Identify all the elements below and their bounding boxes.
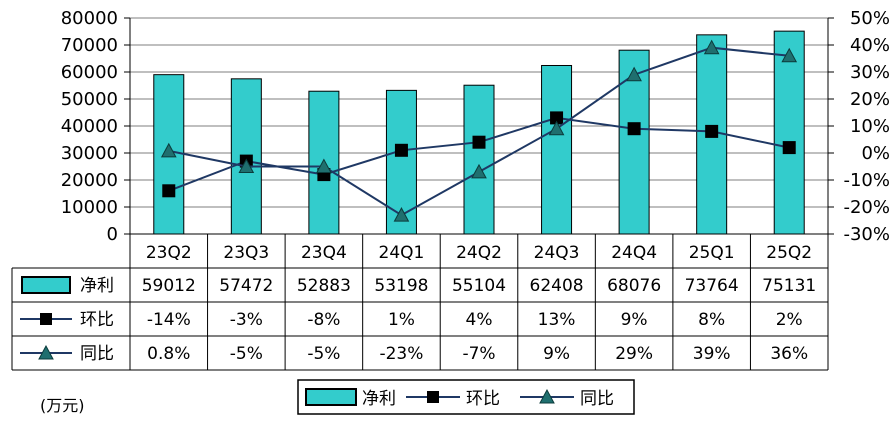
table-series-name: 净利 xyxy=(80,276,114,296)
legend-key-square xyxy=(427,391,439,403)
table-cell: 75131 xyxy=(762,276,816,296)
unit-label: (万元) xyxy=(40,396,85,415)
table-cell: 39% xyxy=(693,344,731,364)
y-right-tick-label: 30% xyxy=(850,62,890,83)
legend-label: 同比 xyxy=(580,389,614,409)
table-cell: 52883 xyxy=(297,276,351,296)
table-series-name: 环比 xyxy=(80,310,114,330)
legend-label: 环比 xyxy=(466,389,500,409)
y-right-tick-label: -20% xyxy=(843,197,890,218)
category-label: 25Q2 xyxy=(766,243,812,263)
marker-triangle-23Q2 xyxy=(160,142,177,158)
y-left-tick-label: 50000 xyxy=(61,89,118,110)
y-left-tick-label: 40000 xyxy=(61,116,118,137)
marker-triangle-24Q2 xyxy=(471,163,487,179)
table-cell: 57472 xyxy=(219,276,273,296)
y-left-tick-label: 20000 xyxy=(61,170,118,191)
y-right-tick-label: -30% xyxy=(843,224,890,245)
marker-triangle-23Q3 xyxy=(238,158,255,173)
table-cell: 13% xyxy=(538,310,576,330)
table-cell: -7% xyxy=(462,344,495,364)
marker-triangle-23Q4 xyxy=(316,158,332,173)
y-left-tick-label: 70000 xyxy=(61,35,118,56)
line-series xyxy=(160,39,798,222)
y-left-tick-label: 10000 xyxy=(61,197,118,218)
y-right-tick-label: 10% xyxy=(850,116,890,137)
table-key-bar xyxy=(21,276,71,294)
marker-square-24Q1 xyxy=(394,143,408,157)
y-right-tick-label: 20% xyxy=(850,89,890,110)
marker-square-23Q2 xyxy=(162,184,176,198)
table-cell: 9% xyxy=(621,310,648,330)
y-right-tick-label: 50% xyxy=(850,8,890,29)
table-key-triangle xyxy=(38,344,54,360)
y-right-tick-label: 40% xyxy=(850,35,890,56)
y-left-tick-label: 30000 xyxy=(61,143,118,164)
y-left-tick-label: 0 xyxy=(107,224,118,245)
table-cell: 29% xyxy=(615,344,653,364)
table-cell: 1% xyxy=(388,310,415,330)
y-left-tick-label: 60000 xyxy=(61,62,118,83)
table-cell: 36% xyxy=(770,344,808,364)
marker-square-25Q2 xyxy=(782,141,796,155)
table-cell: 53198 xyxy=(374,276,428,296)
marker-triangle-25Q1 xyxy=(703,39,720,55)
table-cell: -8% xyxy=(307,310,340,330)
bar-24Q3 xyxy=(541,64,573,235)
table-key-square xyxy=(40,313,52,325)
y-left-tick-label: 80000 xyxy=(61,8,118,29)
category-label: 23Q2 xyxy=(146,243,192,263)
table-cell: 0.8% xyxy=(147,344,190,364)
legend-key-bar xyxy=(305,388,357,406)
legend: 净利 环比 同比 xyxy=(297,379,635,415)
marker-triangle-24Q1 xyxy=(393,207,410,222)
legend-key-triangle xyxy=(539,388,555,404)
category-label: 25Q1 xyxy=(689,243,735,263)
category-label: 24Q4 xyxy=(611,243,657,263)
table-cell: 59012 xyxy=(142,276,196,296)
bar-24Q2 xyxy=(463,84,495,235)
marker-triangle-25Q2 xyxy=(781,47,798,63)
category-label: 23Q4 xyxy=(301,243,347,263)
category-label: 23Q3 xyxy=(223,243,269,263)
y-right-tick-label: -10% xyxy=(843,170,890,191)
category-label: 24Q2 xyxy=(456,243,502,263)
table-cell: 62408 xyxy=(530,276,584,296)
y-right-tick-label: 0% xyxy=(861,143,890,164)
table-cell: 68076 xyxy=(607,276,661,296)
category-label: 24Q3 xyxy=(534,243,580,263)
marker-square-25Q1 xyxy=(705,124,719,138)
table-cell: -23% xyxy=(379,344,423,364)
table-cell: 73764 xyxy=(685,276,739,296)
legend-label: 净利 xyxy=(362,389,396,409)
table-cell: 55104 xyxy=(452,276,506,296)
data-table: 23Q2 23Q3 23Q4 24Q1 24Q2 24Q3 24Q4 25Q1 25Q2 净利 59… xyxy=(11,233,829,371)
marker-square-24Q2 xyxy=(472,135,486,149)
marker-triangle-24Q3 xyxy=(548,120,565,136)
table-cell: 8% xyxy=(698,310,725,330)
table-cell: 4% xyxy=(466,310,493,330)
marker-square-24Q4 xyxy=(627,122,641,136)
table-cell: 9% xyxy=(543,344,570,364)
table-cell: 2% xyxy=(776,310,803,330)
table-cell: -14% xyxy=(147,310,191,330)
table-cell: -5% xyxy=(307,344,340,364)
table-series-name: 同比 xyxy=(80,344,114,364)
category-label: 24Q1 xyxy=(379,243,425,263)
axes: 0 10000 20000 30000 40000 50000 60000 70000 8000… xyxy=(61,8,890,245)
table-cell: -3% xyxy=(230,310,263,330)
table-cell: -5% xyxy=(230,344,263,364)
marker-triangle-24Q4 xyxy=(626,66,642,82)
